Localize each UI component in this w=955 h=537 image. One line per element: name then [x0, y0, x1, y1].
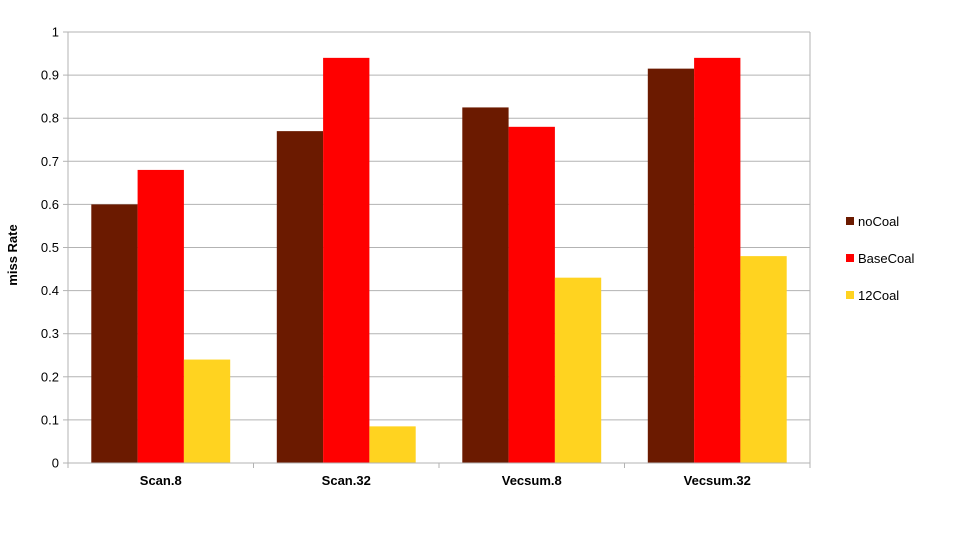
y-tick-label-4: 0.4 — [41, 283, 59, 298]
axes — [63, 31, 811, 468]
bar-noCoal-Scan.8 — [91, 204, 138, 463]
bar-BaseCoal-Vecsum.8 — [508, 126, 555, 463]
bar-12Coal-Vecsum.32 — [740, 256, 787, 463]
bar-BaseCoal-Vecsum.32 — [694, 57, 741, 464]
y-tick-label-6: 0.6 — [41, 197, 59, 212]
y-tick-label-9: 0.9 — [41, 68, 59, 83]
x-category-label-2: Vecsum.8 — [502, 473, 562, 488]
legend-label-BaseCoal: BaseCoal — [858, 251, 914, 266]
bars — [91, 57, 787, 464]
y-tick-labels: 0 0.1 0.2 0.3 0.4 0.5 0.6 0.7 0.8 0.9 1 — [41, 25, 59, 471]
legend-swatch-noCoal — [846, 217, 854, 225]
y-tick-label-0: 0 — [52, 456, 59, 471]
x-category-label-3: Vecsum.32 — [684, 473, 751, 488]
bar-BaseCoal-Scan.32 — [323, 57, 370, 464]
y-tick-label-2: 0.2 — [41, 369, 59, 384]
bar-BaseCoal-Scan.8 — [137, 169, 184, 464]
y-tick-label-10: 1 — [52, 25, 59, 40]
legend-label-12Coal: 12Coal — [858, 288, 899, 303]
legend-swatch-12Coal — [846, 291, 854, 299]
y-tick-label-7: 0.7 — [41, 154, 59, 169]
y-tick-label-5: 0.5 — [41, 240, 59, 255]
y-tick-label-3: 0.3 — [41, 326, 59, 341]
bar-noCoal-Vecsum.8 — [462, 107, 509, 464]
y-tick-label-1: 0.1 — [41, 412, 59, 427]
y-axis-title: miss Rate — [5, 224, 20, 285]
y-tick-label-8: 0.8 — [41, 111, 59, 126]
x-category-label-1: Scan.32 — [322, 473, 371, 488]
bar-12Coal-Scan.32 — [369, 426, 416, 463]
bar-noCoal-Vecsum.32 — [647, 68, 695, 463]
legend-label-noCoal: noCoal — [858, 214, 899, 229]
x-category-label-0: Scan.8 — [140, 473, 182, 488]
bar-12Coal-Scan.8 — [183, 359, 231, 463]
legend: noCoal BaseCoal 12Coal — [846, 214, 914, 303]
bar-noCoal-Scan.32 — [276, 131, 324, 463]
x-category-labels: Scan.8 Scan.32 Vecsum.8 Vecsum.32 — [140, 473, 751, 488]
legend-swatch-BaseCoal — [846, 254, 854, 262]
bar-12Coal-Vecsum.8 — [554, 277, 602, 463]
